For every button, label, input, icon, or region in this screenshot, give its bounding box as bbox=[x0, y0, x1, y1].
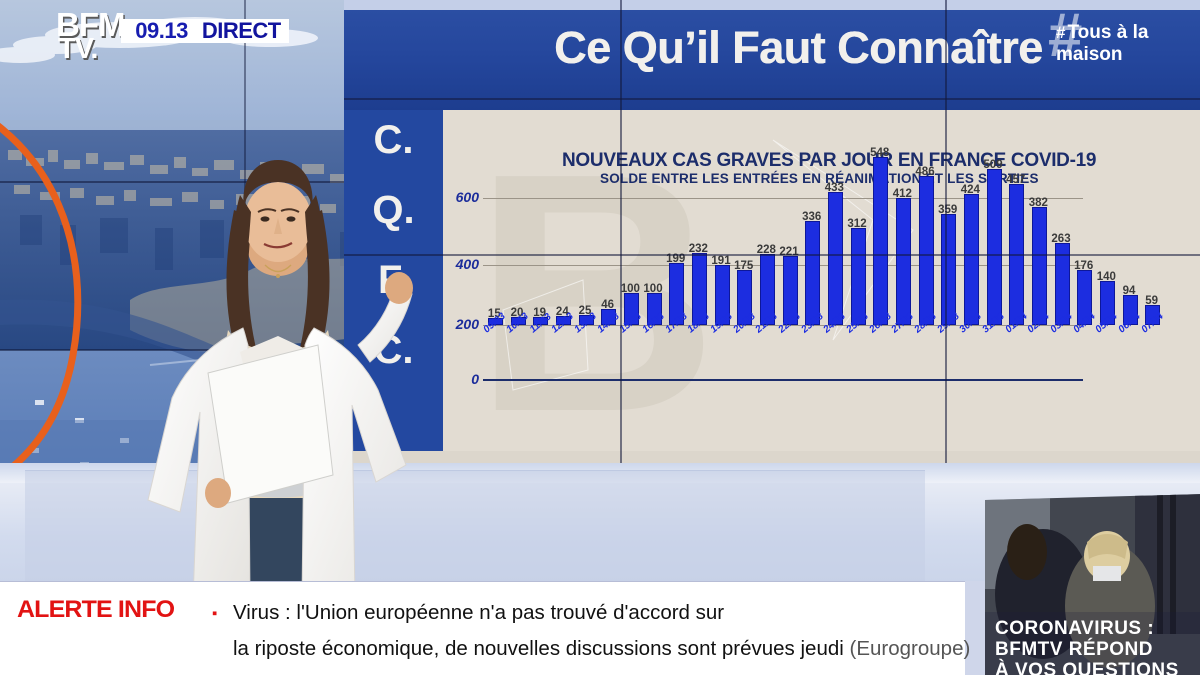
svg-text:BFMTV RÉPOND: BFMTV RÉPOND bbox=[995, 638, 1153, 660]
svg-text:À VOS QUESTIONS: À VOS QUESTIONS bbox=[995, 659, 1179, 675]
svg-text:CORONAVIRUS :: CORONAVIRUS : bbox=[995, 618, 1154, 639]
